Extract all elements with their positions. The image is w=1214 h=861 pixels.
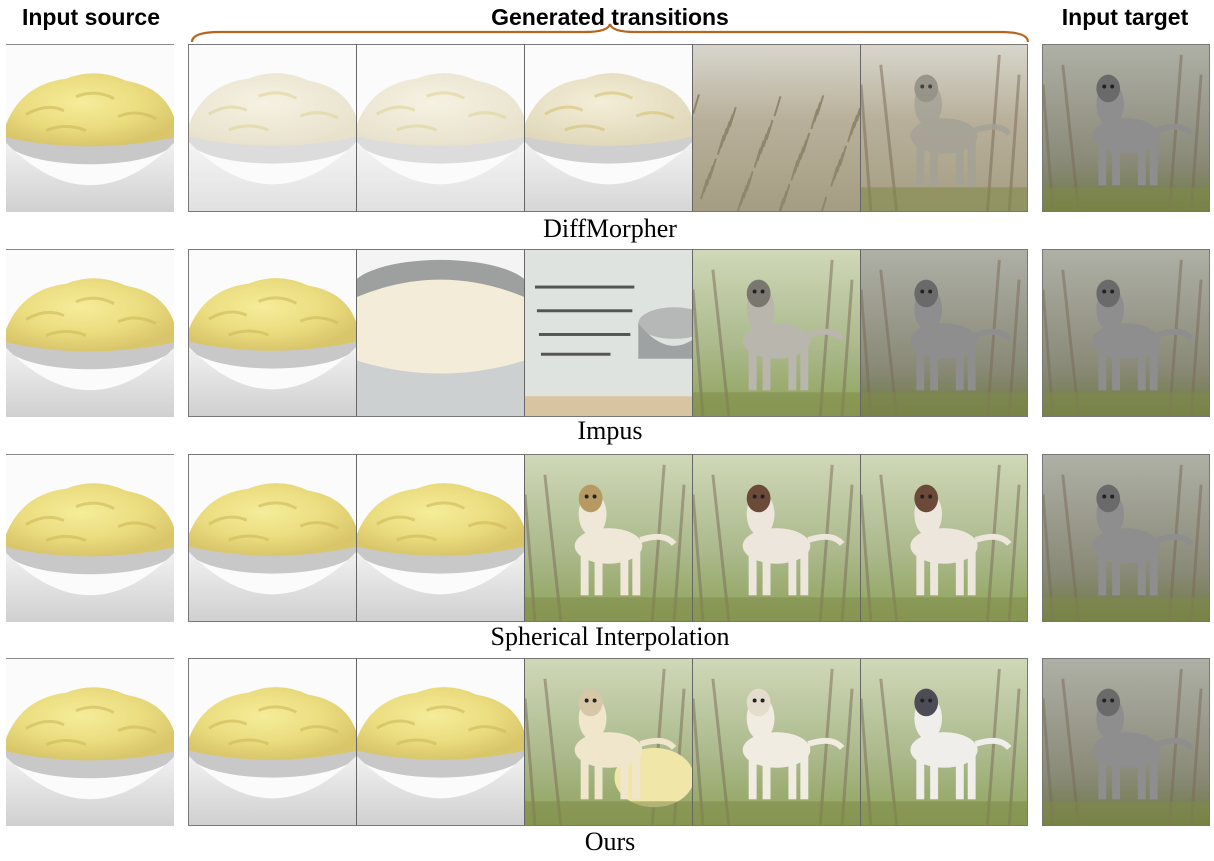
method-label-impus: Impus: [577, 416, 643, 445]
generated-transition-image: [188, 249, 356, 417]
generated-transition-image: [188, 454, 356, 622]
input-source-header: Input source: [21, 4, 160, 30]
input-target-image: [1042, 249, 1210, 417]
generated-transition-image: [524, 249, 692, 417]
generated-transition-image: [188, 44, 356, 212]
generated-transition-image: [356, 454, 524, 622]
method-label-spherical-interpolation: Spherical Interpolation: [490, 622, 730, 651]
generated-transition-image: [356, 44, 524, 212]
generated-transition-image: [692, 44, 860, 212]
input-source-image: [6, 454, 174, 622]
generated-transition-image: [356, 658, 524, 826]
generated-transition-image: [524, 44, 692, 212]
generated-transition-image: [524, 454, 692, 622]
input-target-image: [1042, 658, 1210, 826]
generated-transition-image: [692, 454, 860, 622]
generated-transition-image: [860, 249, 1028, 417]
method-label-diffmorpher: DiffMorpher: [543, 214, 677, 243]
input-source-image: [6, 658, 174, 826]
input-target-header: Input target: [1061, 4, 1189, 30]
generated-transition-image: [860, 44, 1028, 212]
generated-transition-image: [188, 658, 356, 826]
generated-transition-image: [524, 658, 692, 826]
method-label-ours: Ours: [584, 827, 636, 856]
input-target-image: [1042, 44, 1210, 212]
generated-transition-image: [356, 249, 524, 417]
generated-transition-image: [860, 454, 1028, 622]
generated-transition-image: [692, 658, 860, 826]
input-target-image: [1042, 454, 1210, 622]
curly-brace: [190, 23, 1030, 43]
generated-transition-image: [860, 658, 1028, 826]
generated-transition-image: [692, 249, 860, 417]
input-source-image: [6, 249, 174, 417]
input-source-image: [6, 44, 174, 212]
